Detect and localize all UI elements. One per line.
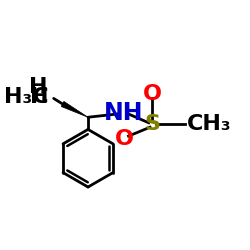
Text: O: O [143, 84, 162, 104]
Text: CH₃: CH₃ [187, 114, 232, 134]
Text: H₃C: H₃C [4, 87, 48, 107]
Text: S: S [144, 114, 160, 134]
Text: H: H [30, 87, 48, 107]
Text: O: O [115, 130, 134, 150]
Text: H: H [28, 77, 47, 97]
Text: NH: NH [104, 101, 143, 125]
Polygon shape [61, 102, 88, 117]
